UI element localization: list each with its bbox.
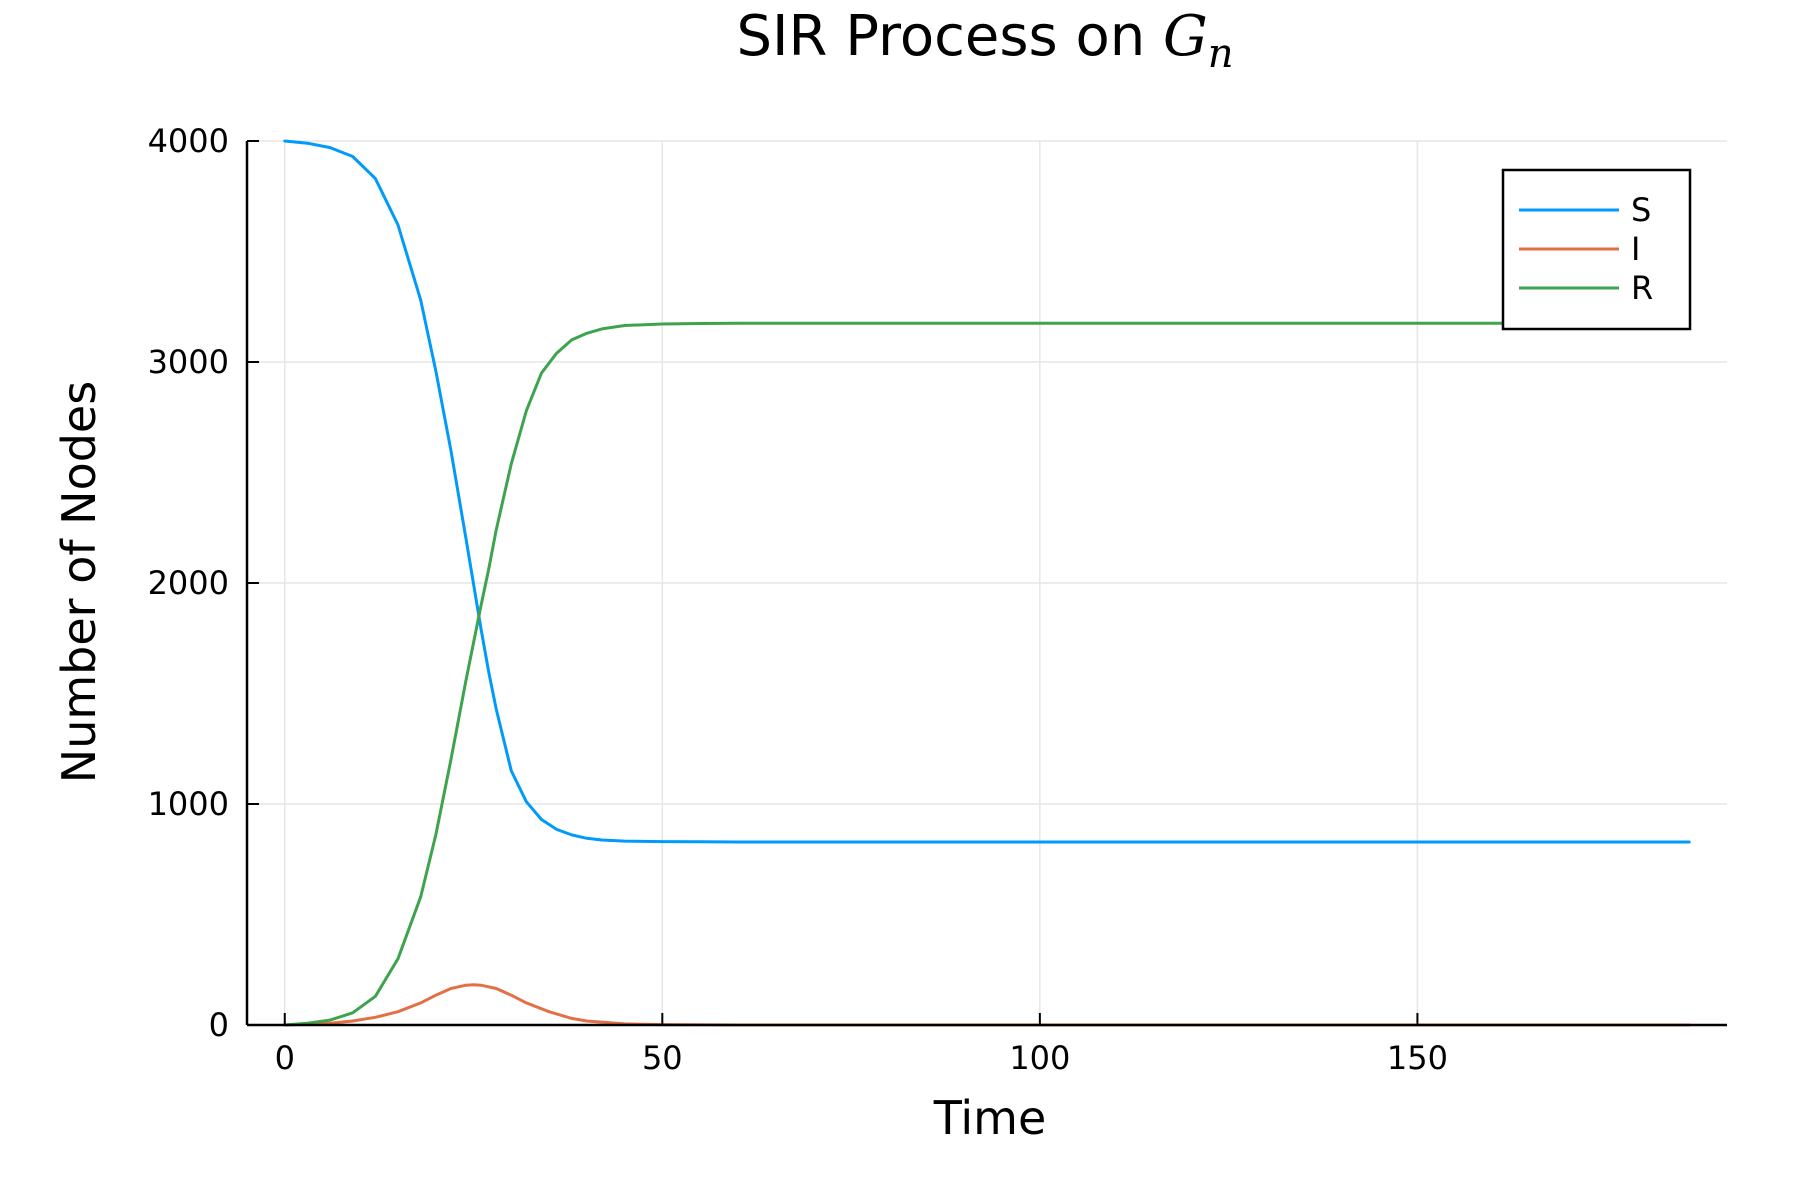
x-tick-label: 150 xyxy=(1387,1039,1448,1077)
chart-title-text: SIR Process on xyxy=(736,4,1163,69)
axes: 0 50 100 150 0 1000 2000 3000 4000 xyxy=(148,122,1727,1077)
y-tick-label: 3000 xyxy=(148,343,229,381)
legend-label-I: I xyxy=(1631,230,1640,268)
x-tick-label: 0 xyxy=(275,1039,295,1077)
series-line-S xyxy=(283,139,1691,844)
legend-label-R: R xyxy=(1631,269,1653,307)
x-tick-label: 50 xyxy=(642,1039,683,1077)
series-line-I xyxy=(283,983,1691,1027)
x-axis-label: Time xyxy=(933,1091,1047,1145)
legend-label-S: S xyxy=(1631,191,1651,229)
y-tick-label: 1000 xyxy=(148,785,229,823)
y-tick-label: 2000 xyxy=(148,564,229,602)
chart-title-math-subscript: n xyxy=(1208,31,1234,77)
chart-title-math: G xyxy=(1163,4,1208,69)
legend: SIR xyxy=(1501,168,1692,331)
y-axis-label: Number of Nodes xyxy=(52,381,106,783)
y-tick-label: 0 xyxy=(209,1006,229,1044)
chart-title: SIR Process on Gn xyxy=(736,4,1233,77)
x-tick-label: 100 xyxy=(1009,1039,1070,1077)
y-tick-label: 4000 xyxy=(148,122,229,160)
series-line-R xyxy=(283,321,1691,1027)
